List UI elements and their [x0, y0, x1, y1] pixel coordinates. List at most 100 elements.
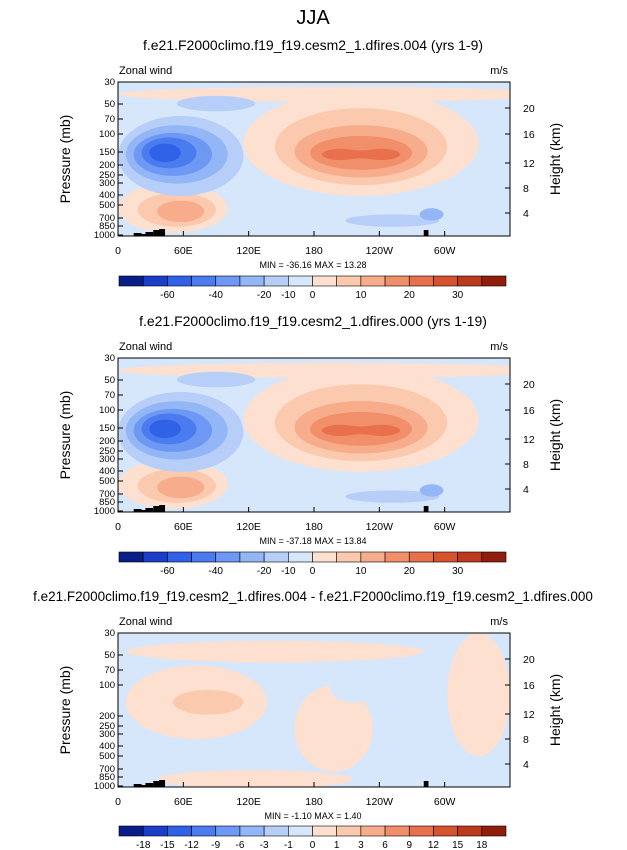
colorbar-swatch — [215, 551, 241, 563]
xtick-label: 0 — [115, 245, 121, 257]
colorbar-label: -18 — [136, 840, 151, 850]
colorbar-swatch — [215, 825, 241, 837]
xtick-label: 120W — [366, 796, 394, 808]
y2tick-label: 20 — [523, 379, 535, 391]
units-label: m/s — [490, 341, 508, 353]
ytick-label: 500 — [99, 751, 115, 762]
colorbar-swatch — [263, 551, 289, 563]
colorbar-label: -10 — [281, 566, 296, 577]
contour-field — [118, 358, 510, 512]
variable-label: Zonal wind — [119, 341, 172, 353]
contour-westerly-4 — [321, 148, 401, 161]
xtick-label: 60W — [434, 521, 456, 533]
ytick-label: 250 — [99, 446, 115, 457]
xtick-label: 120W — [366, 245, 394, 257]
chart-panel-1: f.e21.F2000climo.f19_f19.cesm2_1.dfires.… — [57, 37, 563, 301]
colorbar-label: -6 — [235, 840, 244, 850]
contour-positive-2 — [294, 685, 373, 772]
colorbar-label: 3 — [358, 840, 364, 850]
ytick-label: 400 — [99, 466, 115, 477]
y2tick-label: 12 — [523, 158, 535, 170]
ytick-label: 150 — [99, 423, 115, 434]
chart-panel-2: f.e21.F2000climo.f19_f19.cesm2_1.dfires.… — [57, 313, 563, 577]
page-title: JJA — [296, 7, 330, 29]
colorbar-label: 0 — [310, 290, 316, 301]
ytick-label: 700 — [99, 764, 115, 775]
topography-bump-0 — [133, 784, 142, 787]
contour-lowlevel-2 — [157, 476, 205, 499]
ytick-label: 150 — [99, 147, 115, 158]
colorbar-swatch — [118, 551, 144, 563]
colorbar-label: -60 — [160, 566, 175, 577]
y-axis-title: Pressure (mb) — [57, 115, 73, 204]
colorbar-swatch — [336, 825, 362, 837]
contour-easterly-4 — [149, 143, 181, 163]
colorbar-label: 10 — [355, 566, 367, 577]
contour-neutral-hole — [329, 671, 377, 703]
topography-bump-5 — [137, 234, 150, 236]
colorbar-swatch — [408, 275, 434, 287]
xtick-label: 60E — [174, 521, 193, 533]
topography-bump-0 — [133, 233, 142, 236]
colorbar-label: 30 — [452, 290, 464, 301]
colorbar-label: -9 — [211, 840, 220, 850]
colorbar-swatch — [433, 551, 458, 563]
ytick-label: 400 — [99, 741, 115, 752]
colorbar-label: 20 — [404, 290, 416, 301]
colorbar-label: 1 — [334, 840, 340, 850]
y2tick-label: 12 — [523, 434, 535, 446]
panel-title: f.e21.F2000climo.f19_f19.cesm2_1.dfires.… — [33, 589, 593, 604]
colorbar-label: -20 — [257, 566, 272, 577]
panel-title: f.e21.F2000climo.f19_f19.cesm2_1.dfires.… — [143, 37, 483, 53]
ytick-label: 250 — [99, 170, 115, 181]
colorbar-swatch — [360, 825, 386, 837]
colorbar-swatch — [457, 275, 483, 287]
y2-axis-title: Height (km) — [547, 399, 563, 471]
ytick-label: 500 — [99, 476, 115, 487]
topography-bump-5 — [137, 510, 150, 512]
colorbar-label: -1 — [284, 840, 293, 850]
y2-axis-title: Height (km) — [547, 123, 563, 195]
colorbar-swatch — [336, 275, 362, 287]
colorbar-label: 15 — [452, 840, 464, 850]
colorbar-swatch — [312, 275, 337, 287]
colorbar-label: 20 — [404, 566, 416, 577]
topography-bump-2 — [153, 506, 162, 512]
xtick-label: 120E — [236, 796, 261, 808]
colorbar-label: -40 — [209, 566, 224, 577]
panel-title: f.e21.F2000climo.f19_f19.cesm2_1.dfires.… — [139, 313, 487, 329]
xtick-label: 120E — [236, 245, 261, 257]
topography-bump-2 — [153, 230, 162, 236]
y2tick-label: 4 — [523, 759, 529, 771]
ytick-label: 70 — [104, 390, 115, 401]
contour-surface-easterly-core — [419, 484, 444, 497]
topography-bump-5 — [137, 785, 150, 787]
ytick-label: 850 — [99, 772, 115, 783]
colorbar-swatch — [312, 825, 337, 837]
colorbar-swatch — [457, 551, 483, 563]
ytick-label: 200 — [99, 711, 115, 722]
colorbar-swatch — [481, 825, 507, 837]
contour-surface-easterly — [345, 490, 440, 503]
colorbar-swatch — [433, 275, 458, 287]
xtick-label: 180 — [305, 521, 323, 533]
colorbar-label: -40 — [209, 290, 224, 301]
colorbar-swatch — [142, 275, 168, 287]
ytick-label: 70 — [104, 114, 115, 125]
colorbar-swatch — [191, 825, 217, 837]
y2tick-label: 20 — [523, 103, 535, 115]
colorbar-swatch — [360, 551, 386, 563]
xtick-label: 0 — [115, 521, 121, 533]
colorbar-label: -12 — [184, 840, 199, 850]
contour-positive-3 — [447, 633, 510, 757]
contour-upper-easterly — [176, 371, 256, 388]
y-axis-title: Pressure (mb) — [57, 391, 73, 480]
colorbar: -60 -40 -20 -10 0 10 20 30 — [118, 275, 507, 301]
ytick-label: 200 — [99, 436, 115, 447]
colorbar-swatch — [167, 551, 192, 563]
colorbar-swatch — [191, 275, 217, 287]
contour-easterly-4 — [149, 419, 181, 439]
colorbar-swatch — [384, 551, 410, 563]
ytick-label: 100 — [99, 405, 115, 416]
colorbar-label: 0 — [310, 840, 316, 850]
